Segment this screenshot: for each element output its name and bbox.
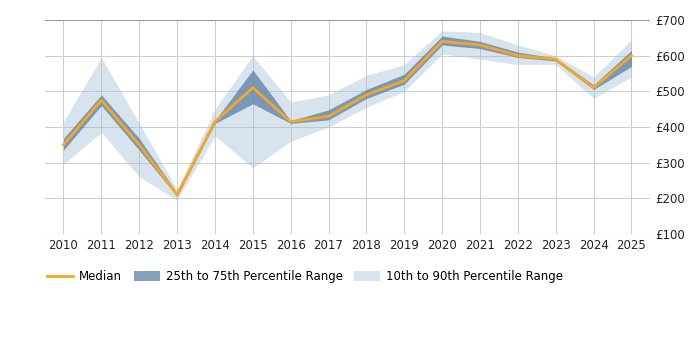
Legend: Median, 25th to 75th Percentile Range, 10th to 90th Percentile Range: Median, 25th to 75th Percentile Range, 1… <box>42 266 568 288</box>
